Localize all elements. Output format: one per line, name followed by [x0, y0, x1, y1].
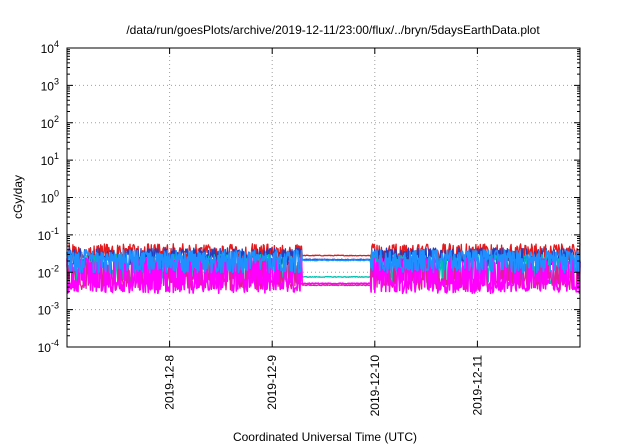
y-tick-label: 103	[41, 76, 59, 93]
grid-lines	[67, 48, 580, 347]
y-tick-label: 100	[41, 189, 59, 206]
x-tick-label: 2019-12-9	[265, 355, 279, 410]
series-layer	[66, 243, 581, 295]
y-tick-label: 101	[41, 151, 59, 168]
series-line-5	[66, 257, 581, 295]
y-tick-label: 104	[41, 39, 59, 56]
x-axis: 2019-12-8 2019-12-9 2019-12-10 2019-12-11	[163, 48, 484, 417]
y-axis-label: cGy/day	[11, 175, 25, 219]
y-tick-label: 10-4	[38, 338, 59, 355]
y-tick-label: 10-3	[38, 301, 59, 318]
chart-title: /data/run/goesPlots/archive/2019-12-11/2…	[126, 23, 540, 37]
x-tick-label: 2019-12-10	[368, 355, 382, 417]
y-tick-label: 102	[41, 114, 59, 131]
y-tick-label: 10-1	[38, 226, 59, 243]
x-tick-label: 2019-12-8	[163, 355, 177, 410]
x-axis-label: Coordinated Universal Time (UTC)	[233, 430, 417, 444]
series-line-6	[66, 249, 581, 274]
x-tick-label: 2019-12-11	[470, 355, 484, 416]
y-tick-label: 10-2	[38, 263, 59, 280]
y-axis: 10-4 10-3 10-2 10-1 100 101 102 103 104	[38, 39, 580, 355]
